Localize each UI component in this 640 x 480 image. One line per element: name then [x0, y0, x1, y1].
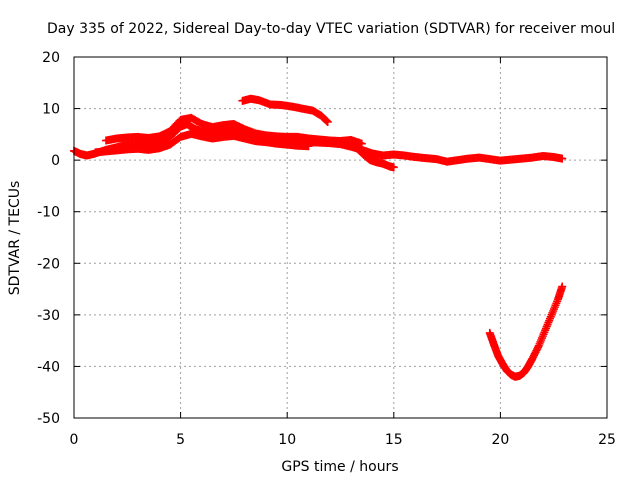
series-upper-band: [101, 113, 366, 148]
data-point: [357, 139, 366, 148]
series-low-arc: [485, 282, 567, 381]
series-high-arc: [238, 94, 332, 126]
data-point: [558, 282, 567, 291]
data-point: [389, 163, 398, 172]
x-tick-label: 25: [598, 432, 616, 448]
chart-title: Day 335 of 2022, Sidereal Day-to-day VTE…: [47, 21, 615, 37]
series-lower-band: [91, 129, 313, 157]
data-point: [558, 154, 567, 163]
x-tick-label: 10: [278, 432, 296, 448]
y-tick-label: -10: [37, 205, 60, 221]
y-tick-label: 0: [51, 153, 60, 169]
x-tick-label: 5: [176, 432, 185, 448]
x-tick-label: 0: [70, 432, 79, 448]
grid-lines: [74, 57, 607, 418]
plot-frame: [73, 56, 608, 419]
y-tick-label: -30: [37, 308, 60, 324]
y-tick-label: 20: [42, 50, 60, 66]
x-tick-label: 15: [385, 432, 403, 448]
y-tick-label: -40: [37, 359, 60, 375]
x-tick-label: 20: [491, 432, 509, 448]
tick-marks: [73, 56, 608, 419]
data-point: [323, 117, 332, 126]
series-dip-near-14-5-h: [347, 140, 398, 172]
data-points: [70, 94, 567, 381]
y-axis-label: SDTVAR / TECUs: [7, 181, 23, 296]
y-tick-label: -20: [37, 256, 60, 272]
x-axis-label: GPS time / hours: [281, 459, 398, 475]
y-tick-label: -50: [37, 411, 60, 427]
tick-labels: 0 5 10 15 20 25 -50 -40 -30 -20 -10 0 10 20: [37, 50, 616, 448]
data-point: [304, 142, 313, 151]
y-tick-label: 10: [42, 102, 60, 118]
